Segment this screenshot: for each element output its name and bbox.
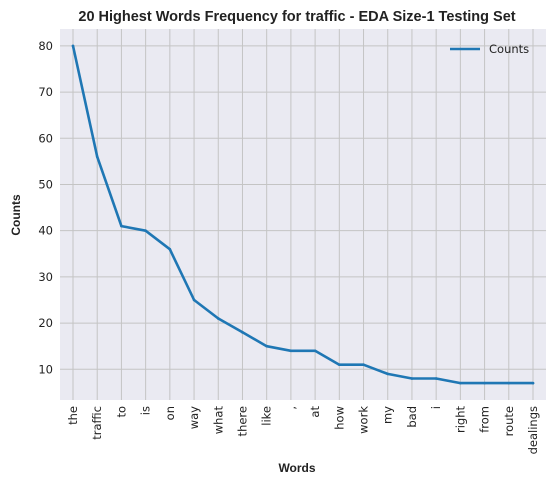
data-point	[241, 331, 244, 334]
data-point	[265, 344, 268, 348]
grid-lines	[60, 29, 546, 400]
data-point	[95, 155, 99, 159]
series-line-counts	[71, 44, 535, 385]
x-tick-label: bad	[405, 406, 419, 428]
x-tick-label: ,	[284, 406, 298, 410]
data-point	[120, 224, 123, 228]
legend: Counts	[450, 42, 529, 56]
data-point	[459, 381, 462, 385]
legend-label: Counts	[489, 42, 529, 56]
x-tick-label: traffic	[90, 406, 104, 440]
y-tick-label: 80	[38, 39, 53, 53]
x-tick-label: the	[66, 406, 80, 425]
x-tick-label: right	[453, 406, 467, 434]
x-tick-label: at	[308, 406, 322, 418]
x-tick-label: work	[357, 406, 371, 434]
x-tick-label: way	[187, 406, 201, 429]
y-axis-label: Counts	[9, 194, 23, 236]
y-tick-label: 10	[38, 362, 53, 376]
data-point	[362, 363, 365, 366]
data-point	[168, 247, 172, 251]
data-point	[531, 381, 535, 385]
x-tick-label: what	[211, 406, 225, 435]
y-tick-label: 40	[38, 224, 53, 238]
x-tick-label: is	[139, 406, 153, 415]
x-tick-label: to	[114, 406, 128, 418]
data-point	[313, 349, 317, 353]
y-tick-label: 30	[38, 270, 53, 284]
data-point	[71, 44, 75, 48]
y-axis-ticks: 10 20 30 40 50 60 70 80	[38, 39, 53, 376]
data-point	[507, 381, 511, 385]
x-tick-label: there	[235, 406, 249, 436]
x-tick-label: from	[478, 406, 492, 433]
data-point	[386, 372, 390, 376]
y-tick-label: 50	[38, 177, 53, 191]
x-tick-label: route	[502, 406, 516, 436]
x-axis-ticks: the traffic to is on way what there like, at how wo…	[66, 406, 540, 455]
y-tick-label: 70	[38, 85, 53, 99]
data-point	[434, 377, 438, 380]
data-point	[192, 298, 196, 302]
x-tick-label: i	[429, 406, 443, 409]
x-tick-label: on	[163, 406, 177, 420]
x-tick-label: like	[260, 406, 274, 426]
x-tick-label: dealings	[526, 406, 540, 454]
data-point	[483, 381, 486, 385]
x-axis-label: Words	[278, 461, 315, 475]
chart-title: 20 Highest Words Frequency for traffic -…	[78, 9, 515, 25]
y-tick-label: 20	[38, 316, 53, 330]
plot-area	[60, 29, 546, 400]
data-point	[289, 349, 293, 353]
data-point	[144, 229, 147, 232]
x-tick-label: how	[332, 406, 346, 430]
x-tick-label: my	[381, 406, 395, 424]
data-point	[410, 377, 414, 380]
data-point	[216, 317, 220, 320]
y-tick-label: 60	[38, 131, 53, 145]
series-layer	[71, 44, 535, 385]
data-point	[338, 363, 341, 366]
